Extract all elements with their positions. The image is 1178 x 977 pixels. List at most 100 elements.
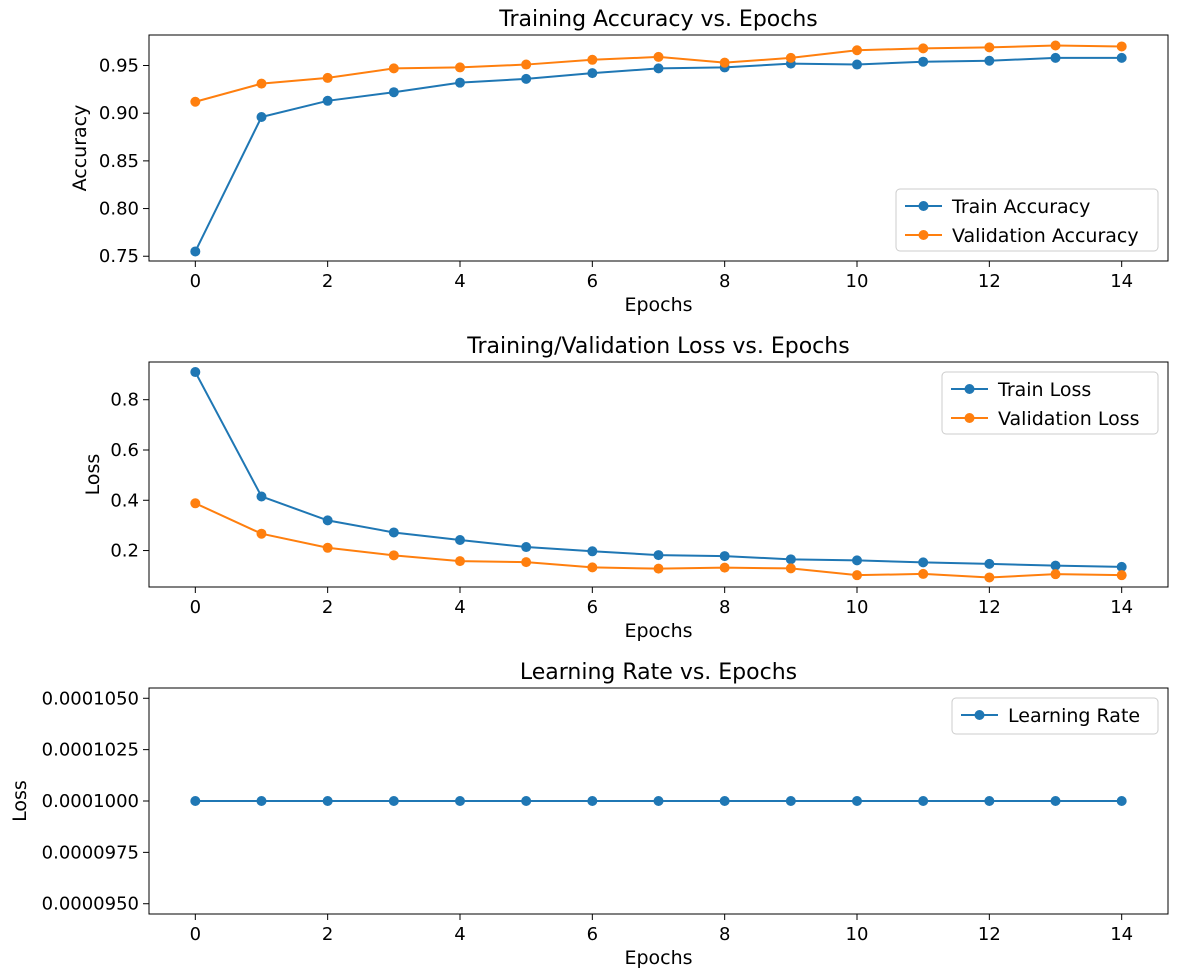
data-point bbox=[587, 54, 598, 65]
legend-marker bbox=[974, 710, 985, 720]
data-point bbox=[322, 515, 333, 526]
y-tick-label: 0.2 bbox=[110, 541, 139, 562]
data-point bbox=[918, 43, 929, 54]
series-2 bbox=[190, 498, 1127, 583]
y-tick-label: 0.0001050 bbox=[42, 688, 139, 709]
data-point bbox=[852, 570, 863, 581]
data-point bbox=[984, 558, 995, 569]
data-point bbox=[984, 42, 995, 53]
data-point bbox=[322, 796, 333, 806]
x-axis-label: Epochs bbox=[624, 620, 692, 642]
data-point bbox=[454, 534, 465, 545]
data-point bbox=[587, 796, 598, 806]
data-point bbox=[1050, 796, 1061, 806]
data-point bbox=[984, 55, 995, 66]
data-point bbox=[454, 62, 465, 73]
y-axis-label: Loss bbox=[82, 454, 104, 496]
legend: Train Accuracy Validation Accuracy bbox=[895, 188, 1159, 252]
x-tick-label: 12 bbox=[978, 924, 1001, 945]
plot-frame bbox=[148, 361, 1169, 588]
legend-box bbox=[895, 188, 1159, 252]
x-tick-label: 12 bbox=[978, 271, 1001, 292]
data-point bbox=[587, 68, 598, 79]
data-point bbox=[852, 555, 863, 566]
y-tick-label: 0.75 bbox=[99, 246, 139, 267]
legend-label: Validation Loss bbox=[998, 408, 1140, 430]
x-tick-label: 14 bbox=[1110, 597, 1133, 618]
data-point bbox=[785, 554, 796, 565]
data-point bbox=[322, 95, 333, 106]
y-tick-label: 0.0001000 bbox=[42, 791, 139, 812]
data-point bbox=[256, 112, 267, 123]
series-2 bbox=[190, 40, 1127, 107]
legend-marker bbox=[964, 384, 975, 394]
data-point bbox=[322, 542, 333, 553]
data-point bbox=[190, 796, 201, 806]
x-tick-label: 6 bbox=[587, 271, 598, 292]
series-1 bbox=[190, 52, 1127, 257]
data-point bbox=[521, 73, 532, 84]
data-point bbox=[653, 51, 664, 62]
chart-panel-2: Training/Validation Loss vs. Epochs 0 2 4 6 8… bbox=[82, 334, 1169, 642]
plot-frame bbox=[148, 687, 1169, 915]
data-point bbox=[653, 563, 664, 574]
legend-marker bbox=[964, 413, 975, 423]
x-tick-label: 4 bbox=[454, 924, 465, 945]
data-point bbox=[521, 542, 532, 553]
legend: Train Loss Validation Loss bbox=[941, 371, 1159, 435]
legend-marker bbox=[918, 201, 929, 211]
data-point bbox=[521, 59, 532, 70]
y-tick-label: 0.80 bbox=[99, 199, 139, 220]
legend-label: Validation Accuracy bbox=[952, 225, 1139, 247]
x-tick-label: 2 bbox=[322, 924, 333, 945]
data-point bbox=[322, 72, 333, 83]
legend-label: Train Accuracy bbox=[951, 196, 1090, 218]
y-axis-label: Accuracy bbox=[69, 105, 91, 192]
data-point bbox=[719, 57, 730, 68]
legend-box bbox=[951, 697, 1159, 735]
x-tick-label: 8 bbox=[719, 597, 730, 618]
data-point bbox=[190, 498, 201, 509]
chart-panel-1: Training Accuracy vs. Epochs 0 2 4 6 8 10 12 14 0… bbox=[69, 7, 1169, 316]
x-tick-label: 14 bbox=[1110, 271, 1133, 292]
data-point bbox=[653, 63, 664, 74]
data-point bbox=[1116, 52, 1127, 63]
y-tick-label: 0.0000950 bbox=[42, 894, 139, 915]
data-point bbox=[521, 796, 532, 806]
x-tick-label: 0 bbox=[190, 924, 201, 945]
data-point bbox=[719, 551, 730, 562]
data-point bbox=[653, 550, 664, 561]
y-tick-label: 0.4 bbox=[110, 490, 139, 511]
data-point bbox=[388, 796, 399, 806]
y-tick-label: 0.0000975 bbox=[42, 842, 139, 863]
data-point bbox=[256, 796, 267, 806]
x-tick-label: 10 bbox=[846, 271, 869, 292]
data-point bbox=[785, 796, 796, 806]
x-tick-label: 14 bbox=[1110, 924, 1133, 945]
data-point bbox=[190, 367, 201, 378]
legend-label: Learning Rate bbox=[1008, 705, 1140, 727]
data-point bbox=[454, 77, 465, 88]
x-tick-label: 6 bbox=[587, 924, 598, 945]
data-point bbox=[190, 246, 201, 257]
data-point bbox=[1116, 41, 1127, 52]
data-point bbox=[852, 796, 863, 806]
chart-title: Learning Rate vs. Epochs bbox=[520, 660, 797, 685]
y-tick-label: 0.95 bbox=[99, 56, 139, 77]
x-tick-label: 4 bbox=[454, 597, 465, 618]
legend: Learning Rate bbox=[951, 697, 1159, 735]
x-tick-label: 8 bbox=[719, 924, 730, 945]
y-tick-label: 0.8 bbox=[110, 390, 139, 411]
x-tick-label: 12 bbox=[978, 597, 1001, 618]
x-axis-label: Epochs bbox=[624, 294, 692, 316]
data-point bbox=[256, 491, 267, 502]
x-tick-label: 2 bbox=[322, 271, 333, 292]
data-point bbox=[918, 568, 929, 579]
legend-marker bbox=[918, 230, 929, 240]
x-tick-label: 4 bbox=[454, 271, 465, 292]
x-tick-label: 0 bbox=[190, 597, 201, 618]
data-point bbox=[454, 556, 465, 567]
chart-title: Training Accuracy vs. Epochs bbox=[498, 7, 818, 32]
data-point bbox=[918, 56, 929, 67]
